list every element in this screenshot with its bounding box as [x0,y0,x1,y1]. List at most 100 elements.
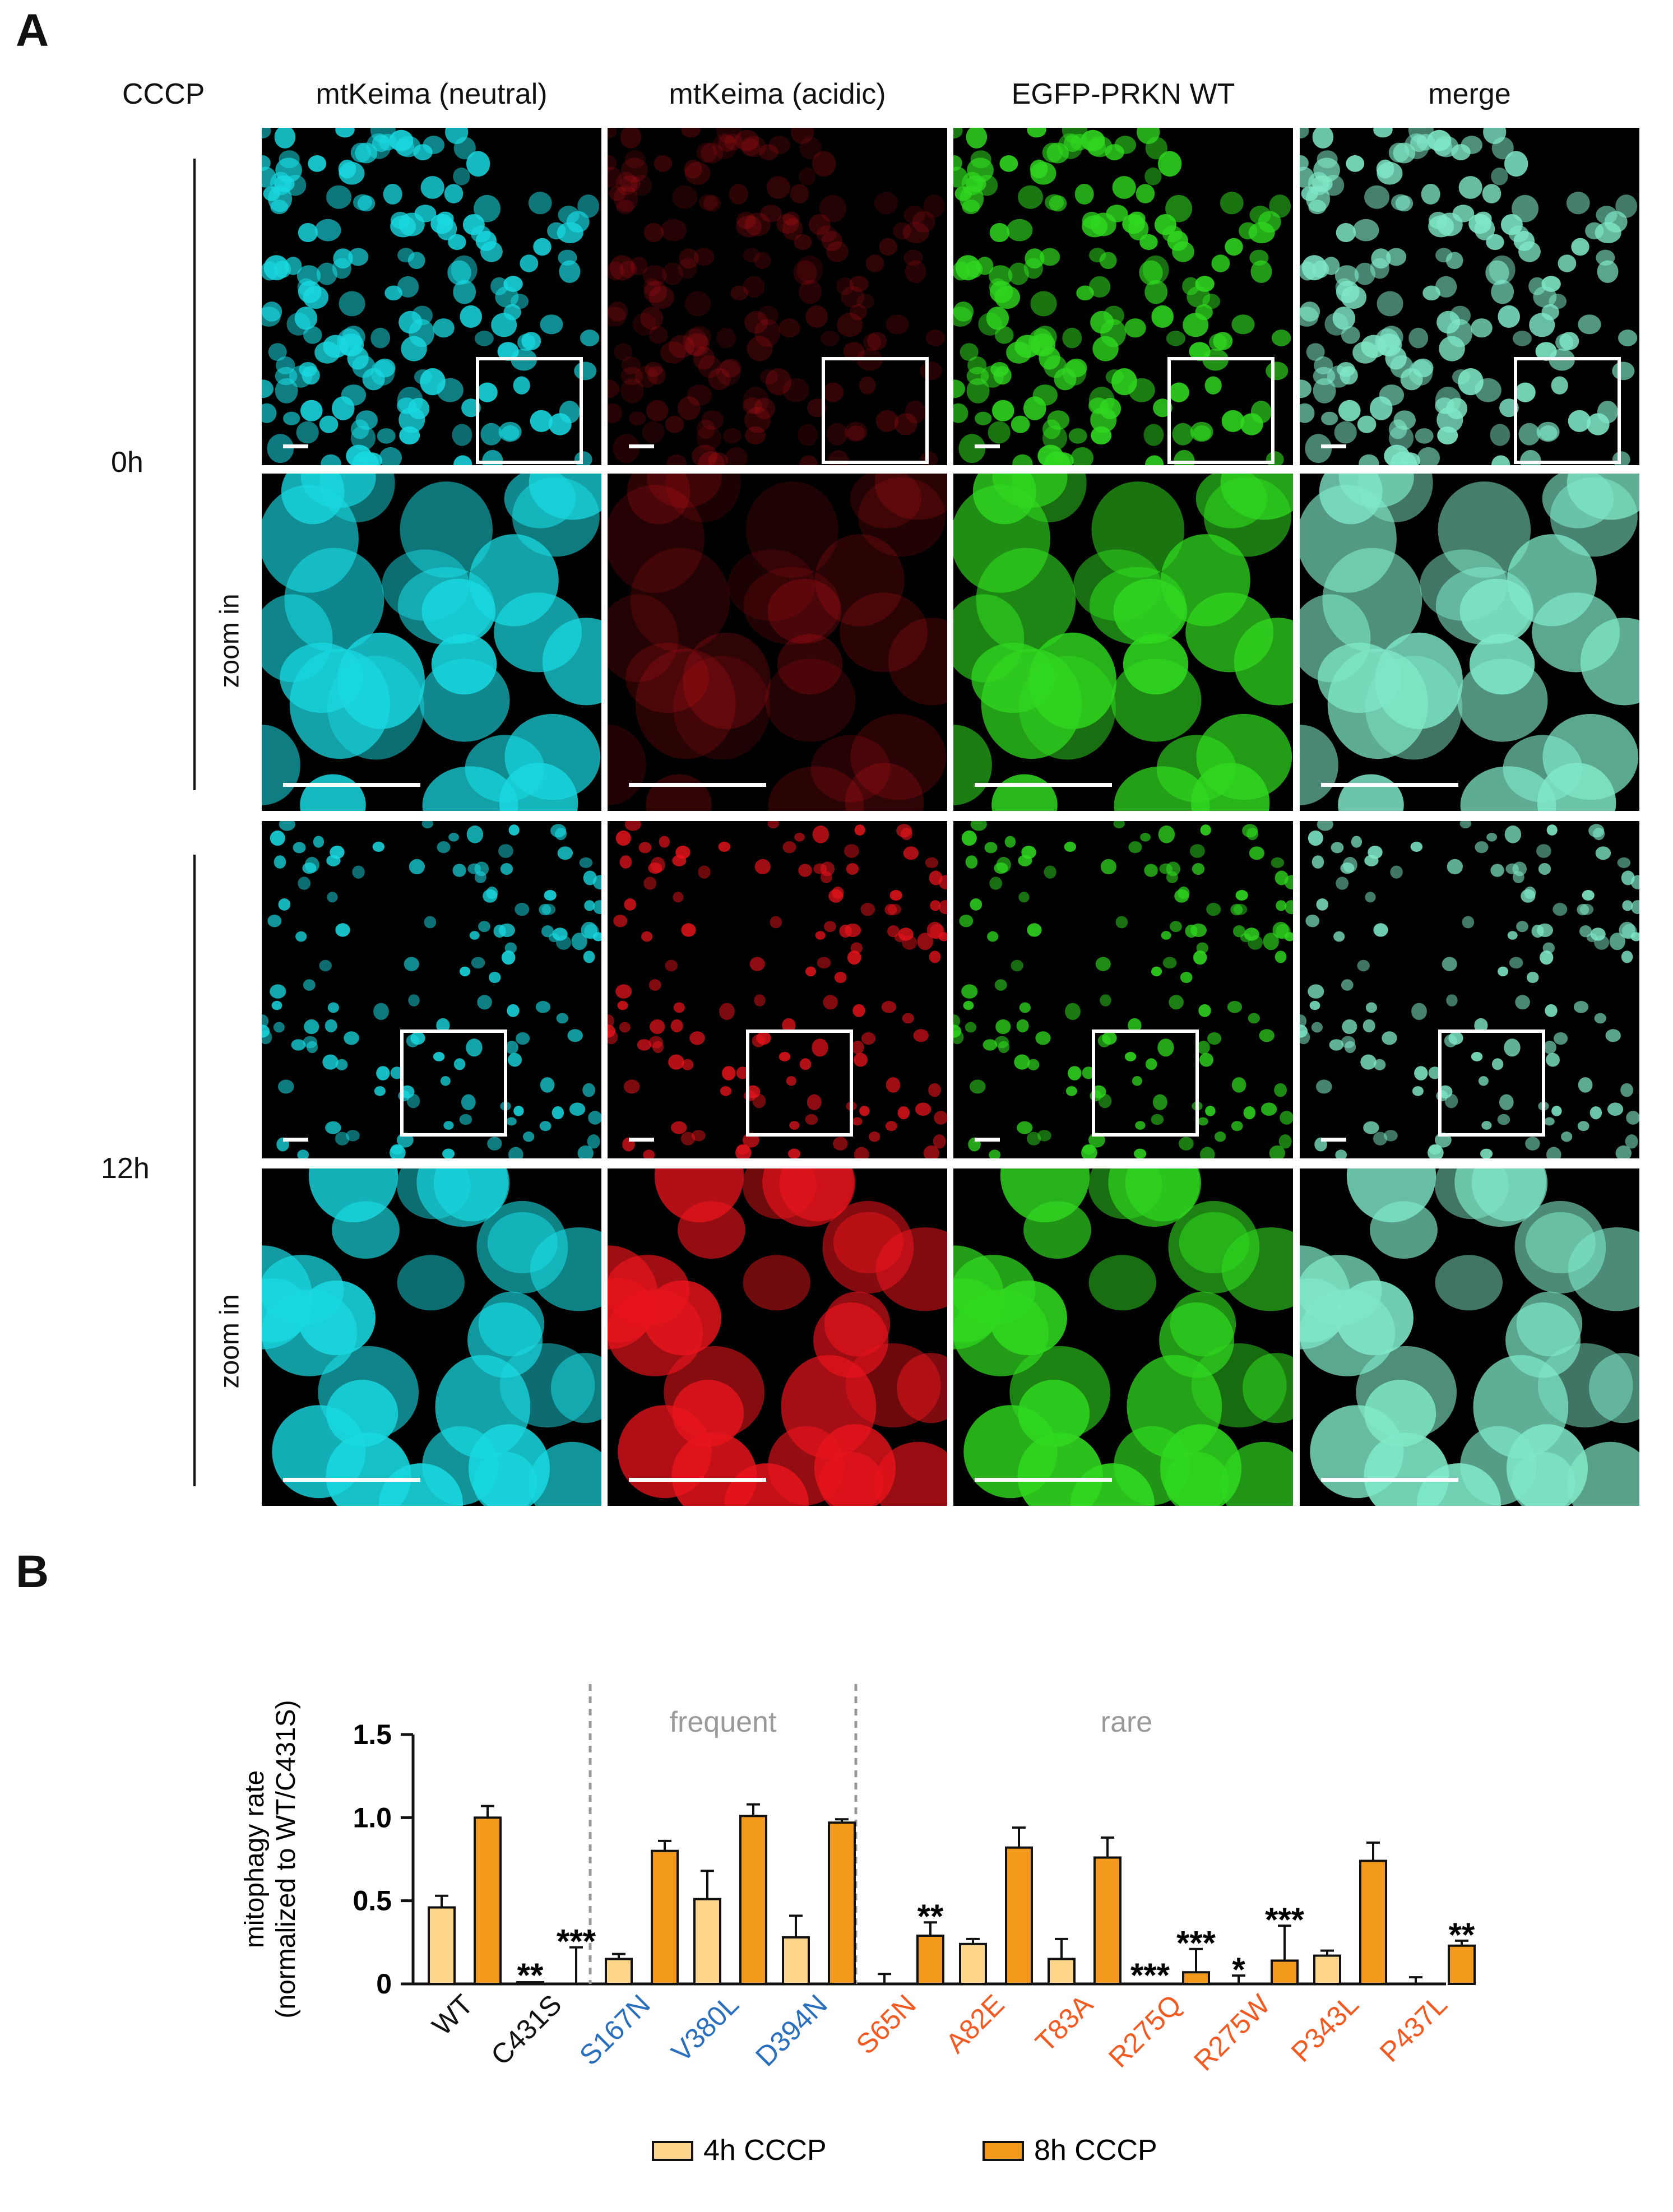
cell-spot [953,1014,961,1028]
cell-spot [453,455,472,465]
cell-spot [662,262,683,285]
cell-spot [939,900,947,915]
image-tile-egfp-row1 [953,128,1293,465]
cell-spot [1577,1121,1589,1131]
cell-spot [683,328,708,356]
cell-spot [1524,886,1536,899]
cell-spot [902,1013,914,1024]
cell-spot [1012,454,1033,465]
cell-spot [953,725,992,805]
cell-spot [508,824,520,836]
cell-spot [854,1052,868,1067]
cell-spot [976,257,994,275]
cell-spot [1195,474,1268,528]
cell-spot [665,959,678,972]
cell-spot [267,434,294,463]
cell-spot [1368,846,1383,859]
cell-spot [374,358,396,378]
cell-spot [1605,1029,1621,1042]
cell-spot [352,355,376,378]
cell-spot [812,826,829,843]
cell-spot [852,1004,865,1017]
cell-spot [975,411,992,425]
cell-spot [1458,176,1482,199]
cell-spot [718,134,736,152]
zoom-inset-box [1092,1030,1199,1137]
cell-spot [635,648,736,759]
cell-spot [934,1111,947,1125]
cell-spot [374,1086,386,1096]
cell-spot [789,1121,800,1130]
cell-spot [383,183,402,205]
cell-spot [799,455,818,465]
cell-spot [642,421,665,444]
cell-spot [471,957,485,969]
bar-4h [605,1958,633,1985]
cell-spot [1166,331,1185,346]
cell-spot [558,249,577,266]
cell-spot [745,481,839,578]
cell-spot [1023,1201,1091,1259]
cell-spot [903,206,925,224]
cell-spot [1568,410,1591,432]
image-tile-merge-row3 [1300,821,1639,1158]
cell-spot [1626,1111,1639,1125]
cell-spot [1014,1054,1030,1070]
cell-spot [929,950,941,963]
cell-spot [624,150,646,169]
cell-spot [745,1085,761,1098]
cell-spot [1334,265,1359,286]
cell-spot [1284,875,1293,889]
cell-spot [736,212,756,229]
scale-bar [283,783,420,787]
cell-spot [1088,387,1115,414]
cell-spot [384,285,402,301]
cell-spot [678,1201,745,1259]
cell-spot [1172,241,1194,262]
cell-spot [465,735,545,803]
cell-spot [1082,1144,1096,1155]
cell-spot [352,865,365,879]
cell-spot [1206,903,1221,916]
cell-spot [889,890,902,901]
cell-spot [296,265,321,286]
col-header-neutral: mtKeima (neutral) [316,78,548,110]
cell-spot [782,217,803,240]
cell-spot [1491,168,1508,186]
cell-spot [815,534,905,627]
cell-spot [897,1106,910,1120]
cell-spot [1518,423,1540,446]
cell-spot [1452,205,1475,222]
cell-spot [847,425,865,441]
cell-spot [1341,1036,1355,1049]
cell-spot [1491,1058,1504,1070]
cell-spot [1100,859,1116,875]
cell-spot [1507,931,1518,940]
cell-spot [796,255,823,284]
cell-spot [1505,1302,1581,1378]
cell-spot [744,212,771,236]
cell-spot [756,1031,771,1045]
cell-spot [433,1052,445,1061]
cell-spot [1091,1085,1106,1098]
image-tile-neutral-row2 [262,474,601,811]
cell-spot [1047,410,1069,430]
cell-spot [379,447,402,465]
cell-spot [1364,1380,1436,1447]
cell-spot [1551,376,1568,395]
cell-spot [350,142,372,163]
cell-spot [1074,183,1094,205]
cell-spot [1504,826,1522,843]
cell-spot [1388,142,1410,163]
cell-spot [712,133,737,159]
cell-spot [1434,1168,1509,1219]
cell-spot [1132,1076,1142,1086]
cell-spot [875,410,899,432]
cell-spot [513,376,530,395]
cell-spot [1276,900,1287,911]
cell-spot [584,900,595,911]
cell-spot [953,1278,1001,1343]
cell-spot [961,830,977,846]
significance-marker: ** [1449,1916,1475,1954]
cell-spot [742,1168,817,1219]
